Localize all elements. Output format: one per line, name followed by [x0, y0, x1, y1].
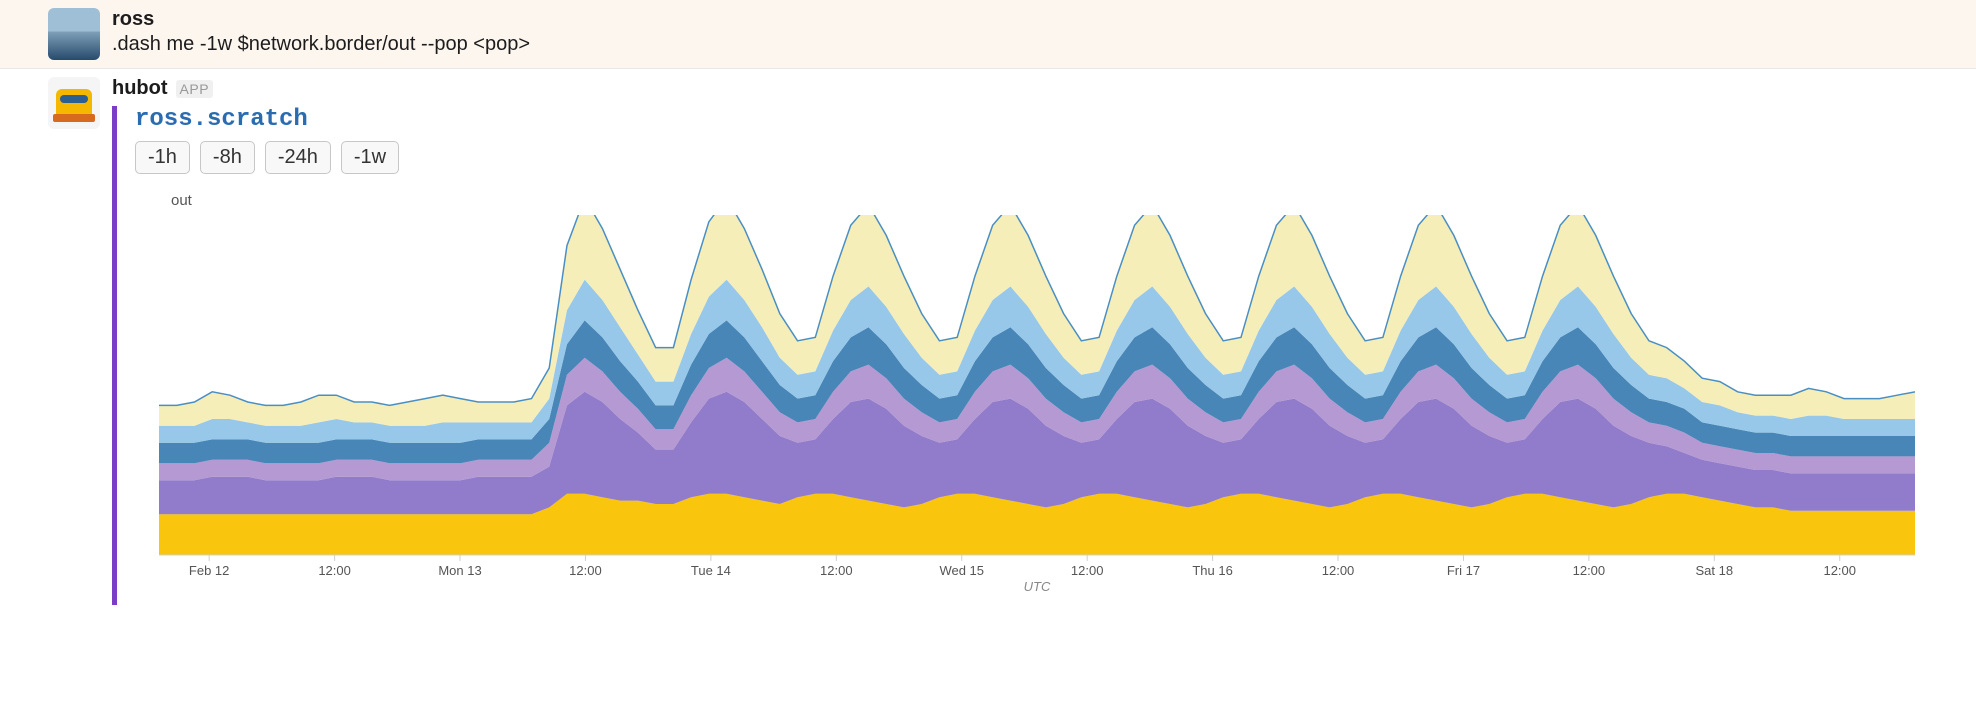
- time-btn-8h[interactable]: -8h: [200, 141, 255, 174]
- x-tick-minor-label: 12:00: [318, 563, 351, 578]
- time-range-buttons: -1h -8h -24h -1w: [135, 141, 1956, 174]
- stacked-area-chart: Feb 12 12:00 Mon 13 12:00 Tue 14 12:00 Wed 15 1…: [135, 215, 1915, 595]
- x-tick-major-label: Sat 18: [1696, 563, 1734, 578]
- x-tick-major-label: Thu 16: [1192, 563, 1232, 578]
- message-hubot: hubot APP ross.scratch -1h -8h -24h -1w …: [0, 69, 1976, 613]
- x-tick-major-label: Fri 17: [1447, 563, 1480, 578]
- x-tick-minor-label: 12:00: [1823, 563, 1856, 578]
- message-body: ross .dash me -1w $network.border/out --…: [112, 8, 1956, 60]
- chart-timezone-label: UTC: [1024, 579, 1051, 594]
- message-body-hubot: hubot APP ross.scratch -1h -8h -24h -1w …: [112, 77, 1956, 605]
- time-btn-1w[interactable]: -1w: [341, 141, 399, 174]
- avatar-ross[interactable]: [48, 8, 100, 60]
- message-text-ross: .dash me -1w $network.border/out --pop <…: [112, 33, 1956, 56]
- avatar-hubot[interactable]: [48, 77, 100, 129]
- x-tick-minor-label: 12:00: [820, 563, 853, 578]
- time-btn-24h[interactable]: -24h: [265, 141, 331, 174]
- app-badge: APP: [176, 80, 214, 98]
- x-tick-major-label: Wed 15: [939, 563, 984, 578]
- attachment-title[interactable]: ross.scratch: [135, 106, 1956, 133]
- time-btn-1h[interactable]: -1h: [135, 141, 190, 174]
- x-tick-minor-label: 12:00: [1071, 563, 1104, 578]
- chart-container: out Feb 12 12:00 Mon 13 12:00 Tue 14 12:00 Wed…: [135, 192, 1956, 595]
- username-hubot[interactable]: hubot: [112, 77, 168, 100]
- message-ross: ross .dash me -1w $network.border/out --…: [0, 0, 1976, 69]
- x-tick-major-label: Tue 14: [691, 563, 731, 578]
- chart-title: out: [171, 192, 1956, 209]
- x-tick-minor-label: 12:00: [1573, 563, 1606, 578]
- username-ross[interactable]: ross: [112, 8, 154, 31]
- attachment: ross.scratch -1h -8h -24h -1w out Feb 12…: [112, 106, 1956, 605]
- x-tick-minor-label: 12:00: [569, 563, 602, 578]
- x-tick-major-label: Mon 13: [438, 563, 481, 578]
- hubot-icon: [56, 89, 92, 117]
- x-tick-minor-label: 12:00: [1322, 563, 1355, 578]
- x-tick-major-label: Feb 12: [189, 563, 229, 578]
